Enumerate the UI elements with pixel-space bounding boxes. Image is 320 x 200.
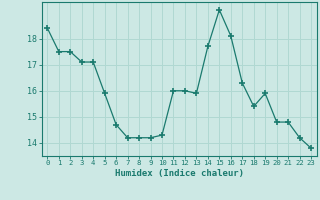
X-axis label: Humidex (Indice chaleur): Humidex (Indice chaleur) <box>115 169 244 178</box>
